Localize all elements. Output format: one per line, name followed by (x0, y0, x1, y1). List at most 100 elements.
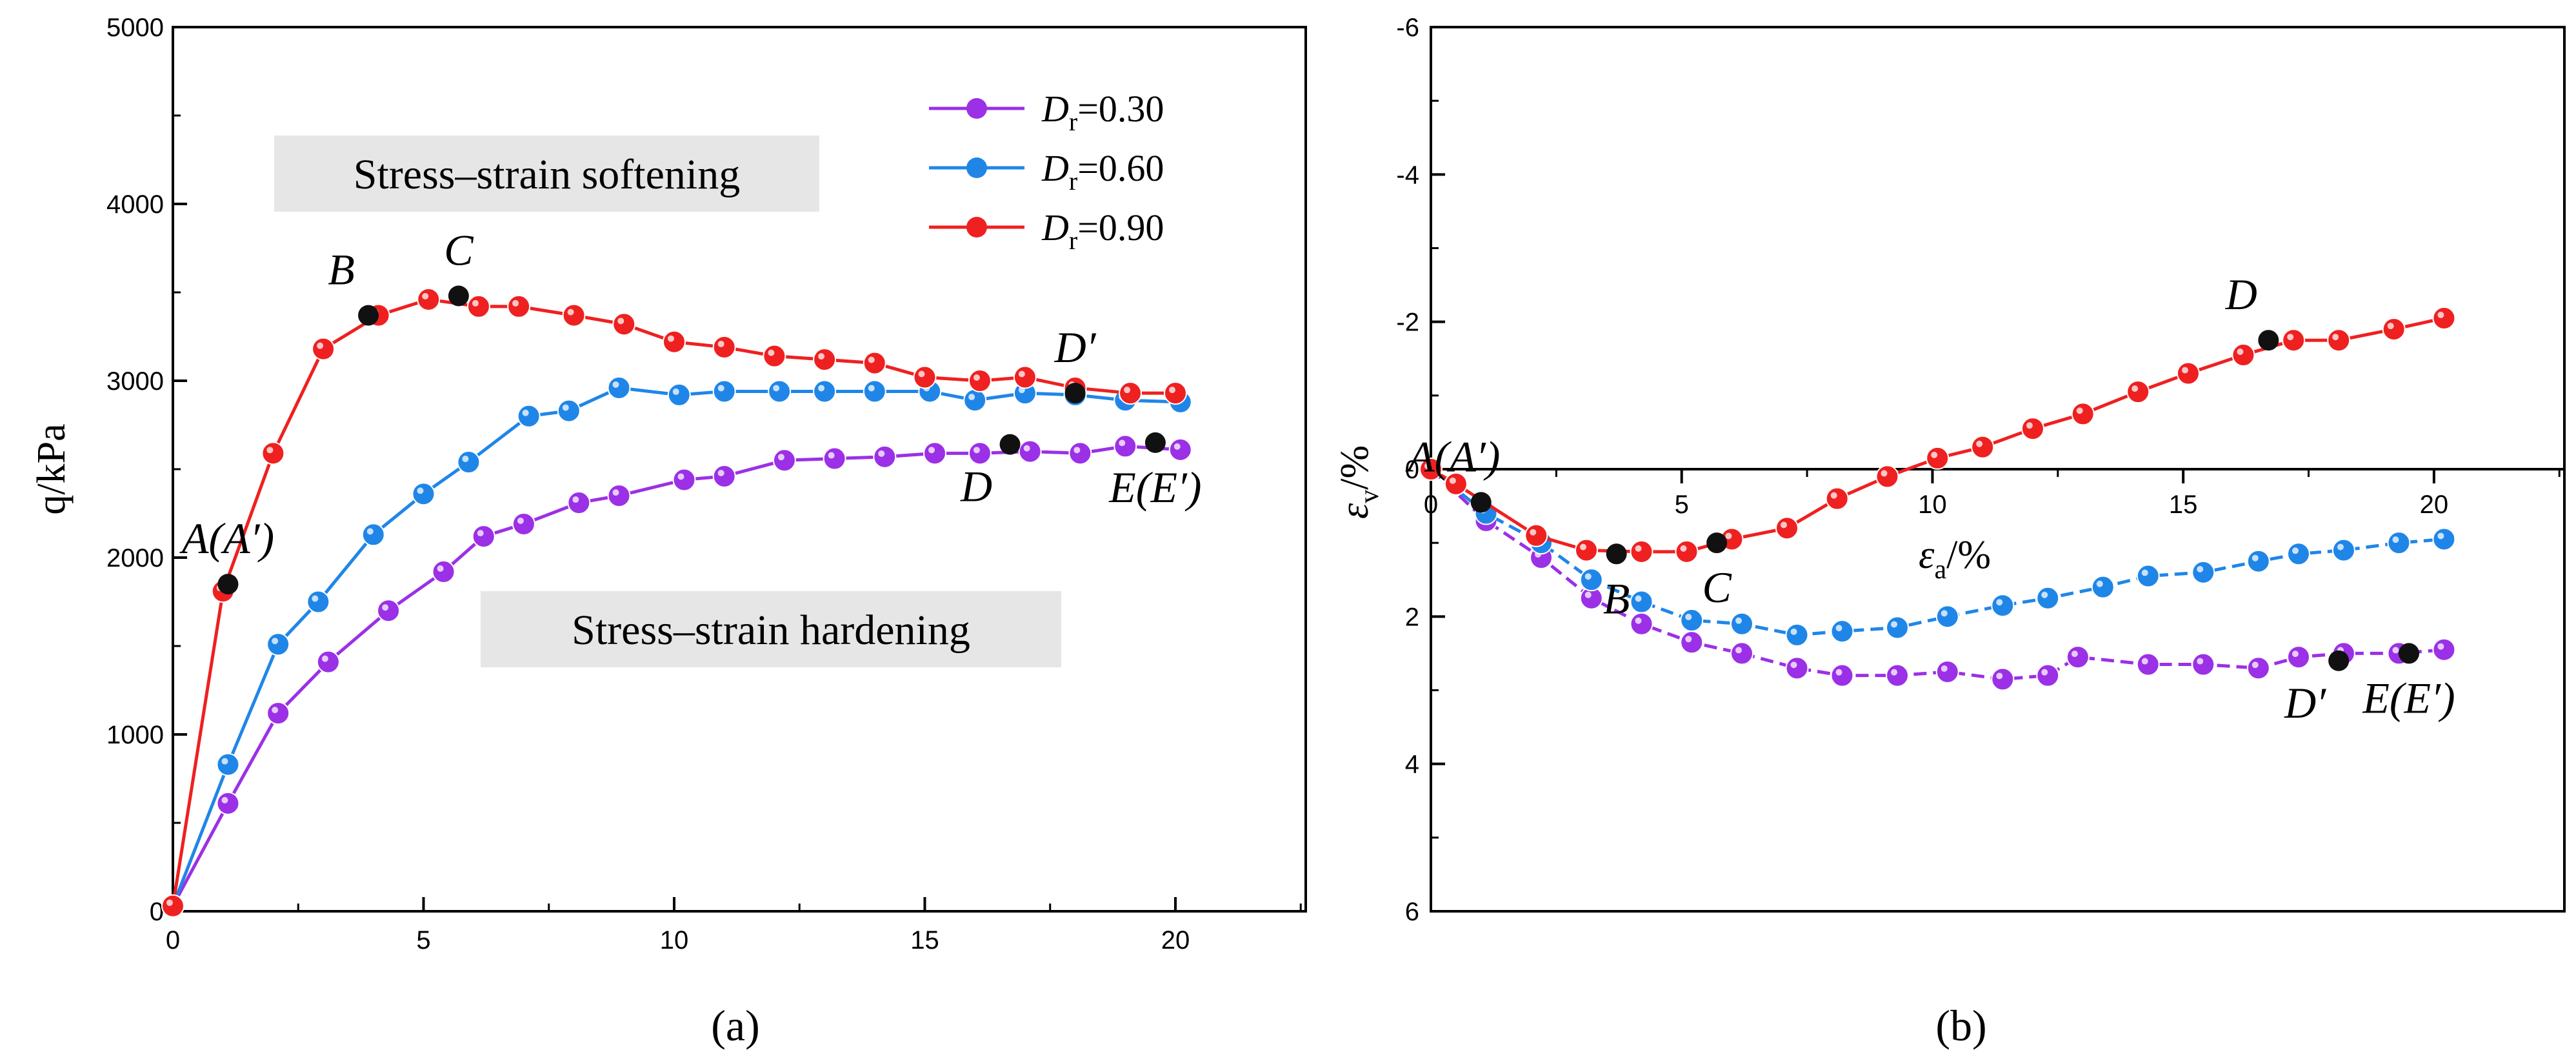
data-point (662, 330, 686, 354)
data-point (1926, 446, 1950, 470)
data-point (607, 376, 631, 399)
data-point-highlight (868, 356, 875, 363)
data-point-highlight (312, 595, 319, 602)
data-point-highlight (1449, 477, 1456, 484)
data-point-highlight (2076, 407, 2083, 414)
x-label-symbol: ε (1919, 533, 1935, 577)
data-point-highlight (1424, 463, 1431, 469)
data-point-highlight (2291, 547, 2299, 554)
data-point (963, 389, 987, 412)
key-point-label: A(A′) (1405, 432, 1500, 481)
data-point-highlight (562, 404, 569, 411)
panel-label-a: (a) (711, 1001, 759, 1050)
data-point-highlight (462, 456, 469, 463)
data-point (1830, 620, 1854, 643)
series-line-dr030 (1430, 468, 2444, 681)
key-point-marker (448, 285, 469, 307)
data-point-highlight (221, 796, 228, 803)
data-point-highlight (2026, 422, 2033, 429)
key-point-label: E(E′) (2362, 673, 2455, 722)
data-point-highlight (1725, 532, 1732, 540)
data-point (417, 287, 441, 311)
x-tick-label-a: 0 (166, 926, 180, 955)
data-point-highlight (221, 758, 228, 765)
data-point (672, 468, 696, 492)
legend-label: Dr=0.60 (1041, 147, 1164, 196)
legend-value: =0.30 (1077, 88, 1164, 130)
data-point (1575, 538, 1599, 562)
y-label-subscript: v (1355, 490, 1384, 503)
data-point (1785, 623, 1809, 647)
data-point (457, 450, 481, 474)
data-point-highlight (422, 292, 429, 299)
data-point (2071, 402, 2095, 426)
y-tick-label-b: -2 (1396, 308, 1419, 337)
legend-marker (966, 157, 987, 178)
x-axis-label-b: εa/% (1919, 533, 1991, 585)
data-point (1675, 540, 1699, 563)
data-point (712, 379, 736, 403)
data-point (1830, 663, 1854, 687)
data-point-highlight (1680, 545, 1687, 552)
data-point-highlight (2287, 334, 2294, 341)
data-point-highlight (2252, 662, 2259, 669)
data-point (2192, 652, 2215, 676)
data-point (1013, 365, 1037, 389)
data-point (2066, 645, 2090, 669)
x-tick-label-b: 10 (1918, 490, 1947, 519)
data-point-highlight (2437, 643, 2444, 650)
data-point-highlight (2291, 651, 2299, 658)
data-point-highlight (1168, 387, 1175, 394)
data-point-highlight (1790, 628, 1797, 635)
key-point-marker (2258, 330, 2279, 351)
y-tick-label-a: 3000 (106, 367, 164, 396)
data-point-highlight (2071, 651, 2078, 658)
y-axis-label-a: q/kPa (30, 423, 74, 514)
x-tick-label-b: 20 (2420, 490, 2449, 519)
x-tick-label-a: 10 (660, 926, 689, 955)
data-point (1886, 663, 1910, 687)
data-point-highlight (1835, 625, 1842, 632)
data-point-highlight (2237, 349, 2244, 356)
key-point-label: C (444, 225, 474, 274)
data-point (507, 294, 531, 318)
data-point (772, 449, 796, 472)
data-point (2091, 575, 2115, 599)
data-point-highlight (717, 385, 724, 392)
key-point-label: E(E′) (1108, 463, 1201, 512)
data-point-highlight (2181, 367, 2188, 374)
data-point (1018, 440, 1042, 463)
data-point (557, 399, 581, 423)
legend-label: Dr=0.30 (1041, 88, 1164, 136)
x-tick-label-b: 5 (1675, 490, 1689, 519)
data-point (2432, 638, 2456, 662)
data-point-highlight (2041, 669, 2048, 676)
y-tick-label-b: -4 (1396, 161, 1419, 189)
key-point-marker (1706, 532, 1728, 554)
data-point-highlight (166, 899, 173, 906)
legend-symbol: D (1041, 88, 1069, 130)
data-point (2246, 549, 2270, 573)
data-point-highlight (2437, 311, 2444, 318)
data-point-highlight (717, 469, 724, 476)
data-point (312, 337, 335, 361)
data-point (2382, 318, 2406, 341)
legend-marker (966, 98, 987, 119)
data-point (612, 312, 636, 336)
data-point (2126, 380, 2150, 404)
data-point-highlight (2387, 323, 2394, 330)
data-point (1886, 616, 1910, 640)
data-point-highlight (1881, 470, 1888, 477)
data-point-highlight (1976, 440, 1983, 447)
data-point (306, 590, 330, 614)
key-point-label: D (960, 462, 992, 511)
chart-panel-a: Stress–strain softening Stress–strain har… (30, 14, 1307, 1050)
data-point-highlight (1835, 669, 1842, 676)
data-point-highlight (768, 349, 775, 356)
key-point-label: B (1603, 574, 1630, 623)
data-point (1785, 656, 1809, 680)
annotation-box (274, 136, 819, 212)
x-label-subscript: a (1934, 555, 1946, 585)
legend-value: =0.60 (1077, 147, 1164, 189)
series-line-dr030 (171, 444, 1181, 907)
